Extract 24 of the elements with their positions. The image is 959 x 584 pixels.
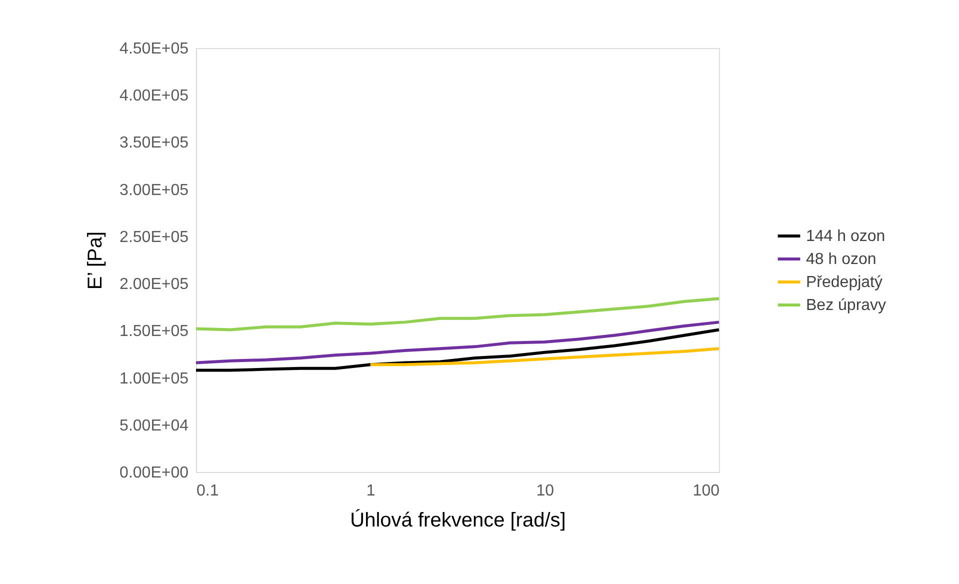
y-tick-label: 5.00E+04 [120, 417, 189, 434]
y-tick-label: 0.00E+00 [120, 464, 189, 482]
y-tick-label: 3.50E+05 [120, 134, 189, 152]
line-series [194, 328, 720, 372]
line-series [194, 320, 720, 364]
legend-label: 144 h ozon [806, 228, 886, 245]
x-tick-label: 10 [536, 482, 554, 500]
y-tick-label: 1.00E+05 [120, 370, 189, 388]
y-tick-label: 3.00E+05 [120, 182, 189, 199]
x-tick-label: 1 [366, 482, 376, 500]
legend-label: 48 h ozon [806, 251, 876, 268]
legend-label: Předepjatý [806, 274, 882, 291]
y-tick-label: 1.50E+05 [120, 323, 189, 340]
y-tick-label: 4.00E+05 [120, 88, 189, 105]
line-series [368, 347, 720, 366]
y-tick-label: 2.50E+05 [120, 228, 189, 246]
y-tick-label: 4.50E+05 [120, 40, 189, 58]
y-tick-label: 2.00E+05 [120, 276, 189, 294]
legend-label: Bez úpravy [806, 297, 886, 314]
x-tick-label: 100 [692, 482, 720, 500]
x-tick-label: 0.1 [196, 482, 219, 500]
line-series [194, 297, 720, 332]
x-axis-title: Úhlová frekvence [rad/s] [350, 508, 566, 532]
y-axis-title: E’ [Pa] [84, 231, 107, 290]
